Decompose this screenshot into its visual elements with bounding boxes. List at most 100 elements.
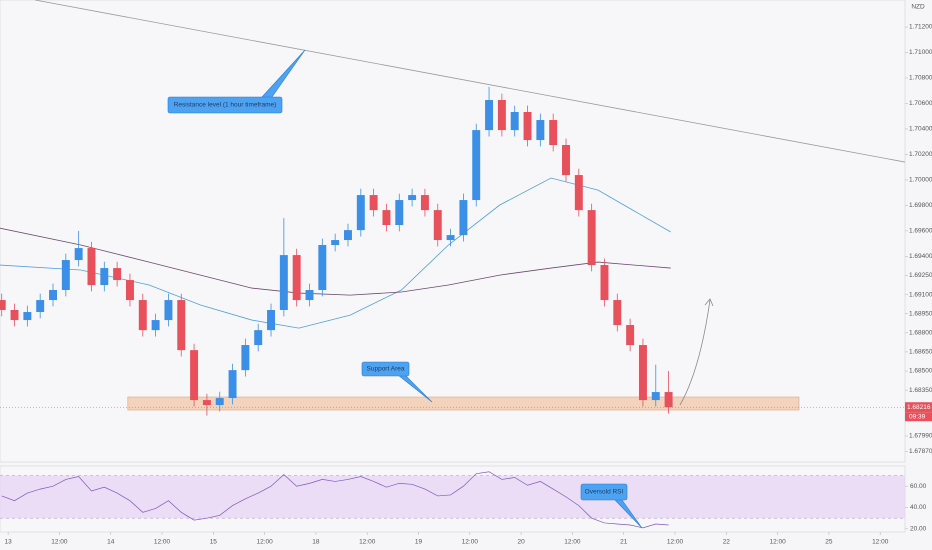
y-tick-label: 1.67870 [909, 448, 932, 455]
candle-body [600, 265, 609, 301]
candle-body [331, 240, 340, 246]
candle-body [510, 111, 519, 131]
projection-arrow [679, 299, 711, 406]
candle-body [305, 289, 314, 301]
candle-body [459, 200, 468, 236]
candle-body [485, 100, 494, 131]
candle-body [74, 248, 83, 261]
candle-body [613, 300, 622, 326]
candle-body [151, 320, 160, 331]
candle-body [177, 300, 186, 351]
candle-body [587, 210, 596, 266]
candle-body [651, 392, 660, 401]
candle-body [549, 120, 558, 145]
callout-pointer [614, 499, 643, 529]
candle-body [433, 210, 442, 241]
last-price-badge [905, 402, 932, 413]
x-tick-label: 21 [620, 539, 628, 546]
candle-body [113, 268, 122, 281]
price-plot [0, 0, 905, 416]
candle-body [0, 300, 6, 310]
y-tick-label: 1.67990 [909, 433, 932, 440]
x-tick-label: 12:00 [769, 539, 786, 546]
candle-body [369, 195, 378, 211]
annotation-text: Oversold RSI [585, 489, 624, 496]
rsi-band [0, 475, 905, 519]
candle-body [49, 289, 57, 301]
candle-body [138, 300, 147, 331]
candle-body [10, 309, 19, 321]
candle-body [190, 350, 199, 401]
candle-body [202, 400, 211, 406]
candle-body [472, 130, 481, 201]
y-tick-label: 1.69800 [909, 202, 932, 209]
candle-body [446, 235, 455, 241]
candle-body [61, 260, 70, 290]
indicator-line [0, 177, 671, 329]
candle-body [344, 230, 352, 241]
annotation-text: Support Area [367, 366, 405, 373]
y-tick-label: 1.69100 [909, 291, 932, 298]
candle-body [292, 255, 301, 301]
rsi-plot [0, 471, 905, 529]
x-tick-label: 12:00 [564, 539, 581, 546]
annotation: Support Area [361, 361, 433, 403]
y-tick-label: 1.69250 [909, 272, 932, 279]
callout-box [361, 361, 410, 377]
axes: 1.71200 1.71000 1.70800 1.70600 1.70400 1.702… [5, 24, 932, 546]
y-tick-label: 1.70800 [909, 75, 932, 82]
candle-body [626, 325, 635, 346]
candle-body [395, 200, 404, 226]
indicator-line [34, 0, 905, 163]
x-tick-label: 18 [312, 539, 320, 546]
candle-body [638, 345, 647, 401]
candle-body [254, 330, 263, 346]
callout-pointer [397, 374, 433, 403]
x-tick-label: 22 [723, 539, 731, 546]
x-tick-label: 12:00 [462, 539, 479, 546]
countdown: 09:39 [909, 413, 926, 420]
x-tick-label: 12:00 [154, 539, 171, 546]
y-tick-label: 1.68950 [909, 310, 932, 317]
support-zone [127, 396, 800, 411]
x-tick-label: 12:00 [872, 539, 889, 546]
candle-body [523, 111, 532, 141]
rsi-line [1, 471, 669, 529]
candle-body [36, 300, 45, 313]
candle-body [100, 268, 109, 286]
arrow-head [704, 298, 714, 307]
x-tick-label: 12:00 [51, 539, 68, 546]
x-tick-label: 19 [415, 539, 423, 546]
x-tick-label: 13 [5, 539, 13, 546]
y-tick-label: 1.70000 [909, 177, 932, 184]
candle-body [87, 248, 96, 286]
x-tick-label: 12:00 [667, 539, 684, 546]
candle-body [497, 100, 506, 131]
candle-body [267, 309, 276, 331]
y-tick-label: 60.00 [910, 483, 927, 490]
y-tick-label: 1.69600 [909, 228, 932, 235]
y-tick-label: 1.68350 [909, 387, 932, 394]
y-tick-label: 1.70400 [909, 126, 932, 133]
candle-body [382, 210, 391, 226]
candle-body [241, 345, 250, 371]
candle-body [279, 255, 288, 310]
y-tick-label: 1.68800 [909, 330, 932, 337]
annotation: Resistance level (1 hour timeframe) [167, 49, 306, 114]
countdown-badge [905, 412, 932, 422]
x-tick-label: 12:00 [256, 539, 273, 546]
y-tick-label: 20.00 [910, 526, 927, 533]
x-tick-label: 15 [210, 539, 218, 546]
candle-body [164, 300, 173, 321]
candle-body [408, 195, 417, 201]
last-price-label: 1.68216 [907, 404, 931, 411]
x-tick-label: 14 [107, 539, 115, 546]
y-tick-label: 1.70200 [909, 151, 932, 158]
candle-body [574, 175, 583, 211]
annotation: Oversold RSI [580, 483, 643, 529]
indicator-line [0, 227, 671, 296]
candle-body [228, 370, 237, 399]
candle-body [215, 398, 224, 406]
candle-body [562, 144, 570, 176]
